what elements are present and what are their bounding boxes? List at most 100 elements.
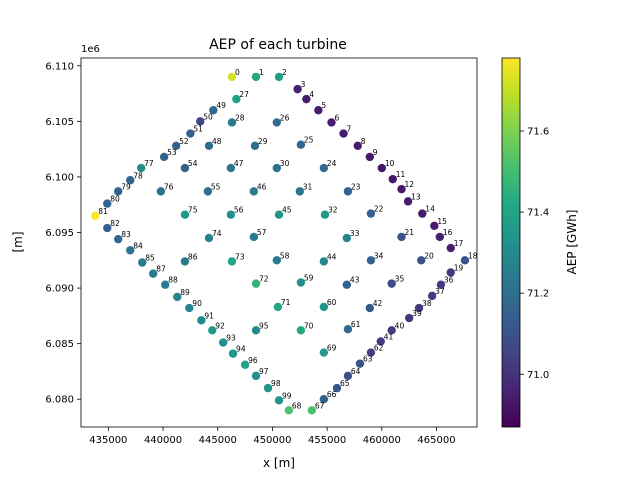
turbine-label: 21	[405, 228, 415, 237]
turbine-label: 85	[145, 254, 155, 263]
x-tick-label: 440000	[144, 435, 182, 446]
turbine-label: 84	[133, 241, 143, 250]
turbine-point	[446, 243, 455, 253]
turbine-point	[446, 268, 455, 277]
turbine-label: 35	[395, 275, 405, 284]
y-axis-label: [m]	[11, 231, 25, 252]
turbine-point	[180, 257, 190, 266]
turbine-label: 91	[204, 311, 214, 320]
turbine-label: 63	[363, 355, 373, 364]
y-tick-label: 6.095	[45, 228, 74, 239]
x-tick-label: 445000	[199, 435, 237, 446]
chart-title: AEP of each turbine	[209, 37, 347, 53]
turbine-point	[343, 371, 353, 381]
colorbar-ticks: 71.0 71.2 71.4 71.6	[520, 126, 549, 381]
turbine-point	[302, 94, 311, 104]
turbine-label: 5	[321, 101, 326, 110]
turbine-label: 55	[211, 182, 221, 191]
turbine-label: 6	[335, 113, 340, 122]
turbine-label: 43	[350, 276, 360, 285]
turbine-label: 94	[236, 345, 246, 354]
turbine-point	[136, 163, 146, 173]
turbine-point	[366, 348, 376, 357]
turbine-label: 40	[395, 321, 405, 330]
y-tick-label: 6.105	[45, 117, 74, 128]
turbine-point	[185, 303, 194, 313]
colorbar: 71.0 71.2 71.4 71.6 AEP [GWh]	[501, 57, 579, 428]
colorbar-label: AEP [GWh]	[565, 210, 579, 275]
turbine-label: 66	[327, 390, 337, 399]
turbine-point	[226, 210, 236, 219]
turbine-label: 16	[443, 228, 453, 237]
y-offset-label: 1e6	[81, 44, 100, 55]
turbine-label: 98	[271, 379, 281, 388]
turbine-label: 37	[435, 287, 445, 296]
turbine-point	[319, 302, 329, 312]
y-tick-label: 6.100	[45, 172, 74, 183]
turbine-point	[204, 233, 214, 243]
turbine-label: 46	[257, 182, 267, 191]
x-axis: 435000 440000 445000 450000 455000 460000 4650…	[89, 427, 456, 446]
turbine-label: 76	[164, 182, 174, 191]
turbine-label: 0	[235, 68, 240, 77]
y-tick-label: 6.085	[45, 339, 74, 350]
turbine-point	[355, 359, 365, 368]
turbine-label: 86	[188, 252, 198, 261]
turbine-point	[208, 326, 217, 335]
y-tick-label: 6.110	[45, 61, 74, 72]
turbine-point	[342, 280, 352, 289]
turbine-point	[219, 338, 228, 347]
turbine-point	[417, 256, 426, 265]
turbine-label: 92	[215, 321, 225, 330]
turbine-label: 83	[121, 230, 131, 239]
turbine-label: 69	[327, 344, 337, 353]
turbine-point	[103, 199, 112, 208]
turbine-point	[274, 210, 284, 219]
turbine-label: 60	[327, 298, 337, 307]
turbine-point	[226, 163, 236, 173]
turbine-label: 65	[340, 379, 350, 388]
turbine-point	[227, 118, 237, 127]
turbine-point	[251, 371, 261, 381]
turbine-label: 38	[422, 299, 432, 308]
turbine-label: 15	[437, 217, 447, 226]
turbine-point	[319, 395, 329, 404]
turbine-point	[376, 337, 385, 346]
x-tick-label: 465000	[417, 435, 455, 446]
turbine-point	[203, 187, 213, 196]
turbine-label: 18	[468, 251, 478, 260]
turbine-label: 75	[188, 206, 198, 215]
turbine-point	[171, 141, 181, 151]
plot-area: 435000 440000 445000 450000 455000 460000 4650…	[45, 57, 478, 446]
turbine-point	[388, 174, 397, 184]
turbine-point	[113, 187, 123, 196]
turbine-label: 87	[156, 265, 166, 274]
turbine-label: 20	[424, 251, 434, 260]
turbine-point	[365, 152, 374, 162]
turbine-label: 28	[235, 113, 245, 122]
turbine-point	[180, 163, 190, 173]
turbine-label: 25	[304, 136, 314, 145]
turbine-point	[397, 184, 406, 194]
turbine-point	[327, 118, 336, 127]
turbine-label: 82	[110, 219, 120, 228]
turbine-label: 7	[347, 125, 352, 134]
turbine-label: 47	[234, 159, 244, 168]
x-tick-label: 460000	[363, 435, 401, 446]
turbine-point	[113, 234, 123, 244]
plot-frame	[80, 57, 478, 428]
turbine-label: 23	[351, 182, 361, 191]
turbine-label: 52	[179, 137, 189, 146]
turbine-label: 27	[239, 90, 249, 99]
turbine-point	[251, 279, 261, 288]
turbine-point	[251, 326, 261, 335]
turbine-label: 31	[303, 182, 313, 191]
turbine-label: 33	[350, 229, 360, 238]
turbine-point	[427, 291, 437, 301]
turbine-point	[366, 256, 376, 265]
turbine-label: 71	[281, 298, 291, 307]
turbine-label: 72	[259, 275, 269, 284]
turbine-label: 4	[309, 90, 314, 99]
turbine-label: 93	[226, 334, 236, 343]
